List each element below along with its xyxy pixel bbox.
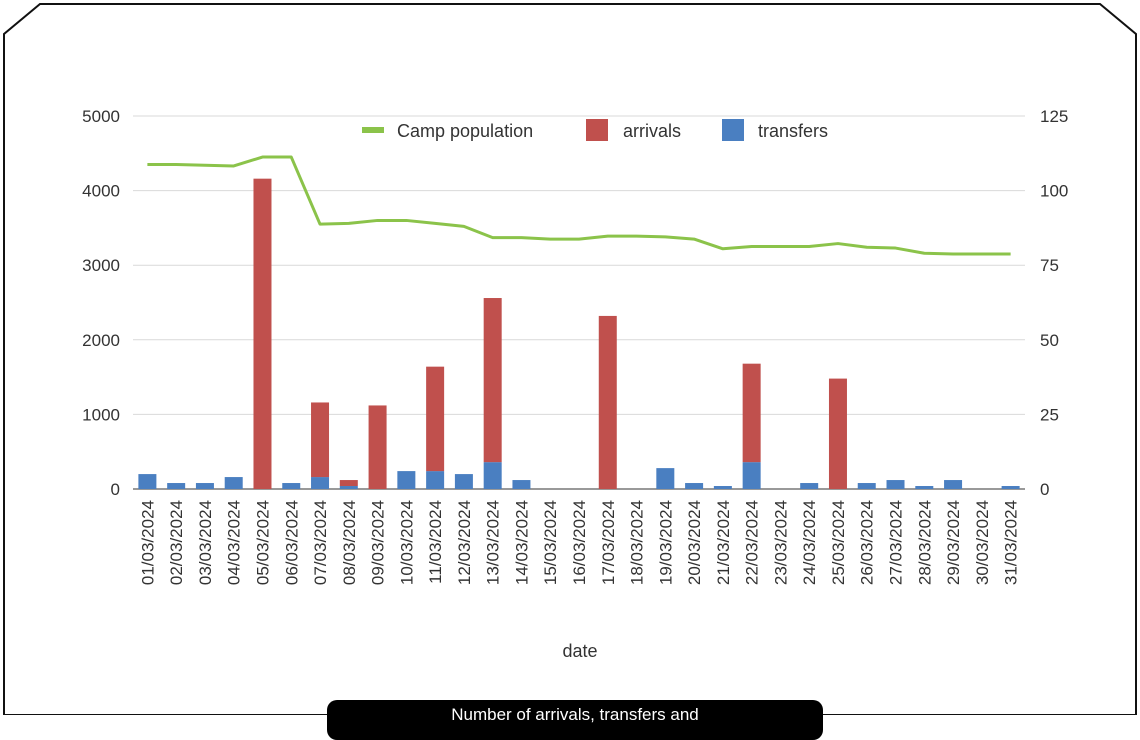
x-tick-label: 13/03/2024: [484, 500, 503, 585]
x-tick-label: 31/03/2024: [1002, 500, 1021, 585]
left-tick-label: 0: [111, 480, 120, 499]
legend-swatch-camp-population: [362, 127, 384, 133]
transfers-bar: [857, 483, 876, 489]
transfers-bar: [224, 477, 243, 489]
transfers-bar: [339, 486, 358, 489]
camp-population-line: [147, 155, 1011, 256]
transfers-bar: [886, 480, 905, 489]
right-tick-label: 75: [1040, 256, 1059, 275]
left-tick-label: 4000: [82, 182, 120, 201]
transfers-bar: [195, 483, 214, 489]
arrivals-bar: [426, 366, 445, 472]
transfers-bar: [426, 471, 445, 489]
x-tick-label: 19/03/2024: [656, 500, 675, 585]
arrivals-bar: [339, 480, 358, 487]
x-tick-label: 12/03/2024: [455, 500, 474, 585]
arrivals-bar: [368, 405, 387, 489]
legend-swatch-transfers: [722, 119, 744, 141]
transfers-bar: [656, 468, 675, 489]
legend-label-transfers: transfers: [758, 121, 828, 141]
arrivals-bar: [828, 378, 847, 489]
bars: [138, 178, 1020, 489]
x-tick-label: 11/03/2024: [426, 500, 445, 584]
right-tick-label: 125: [1040, 107, 1068, 126]
x-tick-label: 23/03/2024: [771, 500, 790, 585]
x-tick-label: 01/03/2024: [138, 500, 157, 585]
caption-banner: Number of arrivals, transfers and: [327, 700, 823, 740]
arrivals-bar: [311, 402, 330, 478]
transfers-bar: [685, 483, 704, 489]
left-tick-label: 3000: [82, 256, 120, 275]
x-tick-label: 02/03/2024: [167, 500, 186, 585]
x-tick-label: 14/03/2024: [512, 500, 531, 585]
right-tick-label: 50: [1040, 331, 1059, 350]
x-tick-label: 10/03/2024: [397, 500, 416, 585]
x-tick-label: 15/03/2024: [541, 500, 560, 585]
population-line: [147, 155, 1011, 256]
transfers-bar: [512, 480, 531, 489]
x-axis: 01/03/2024 02/03/2024 03/03/2024 04/03/2024…: [138, 500, 1020, 585]
legend-label-camp-population: Camp population: [397, 121, 533, 141]
x-axis-title: date: [562, 641, 597, 661]
right-axis: 0 25 50 75 100 125: [1040, 107, 1068, 499]
combo-chart: 0 1000 2000 3000 4000 5000 0 25 50 75 100 125 01/0…: [82, 107, 1068, 661]
x-tick-label: 20/03/2024: [685, 500, 704, 585]
x-tick-label: 18/03/2024: [628, 500, 647, 585]
x-tick-label: 28/03/2024: [915, 500, 934, 585]
transfers-bar: [454, 474, 473, 489]
arrivals-bar: [253, 178, 272, 489]
legend: Camp population arrivals transfers: [362, 119, 828, 141]
x-tick-label: 22/03/2024: [743, 500, 762, 585]
left-tick-label: 2000: [82, 331, 120, 350]
x-tick-label: 27/03/2024: [887, 500, 906, 585]
right-tick-label: 0: [1040, 480, 1049, 499]
transfers-bar: [713, 486, 732, 489]
screenshot-frame: [3, 3, 1137, 715]
x-tick-label: 17/03/2024: [599, 500, 618, 585]
transfers-bar: [944, 480, 963, 489]
x-tick-label: 08/03/2024: [340, 500, 359, 585]
transfers-bar: [742, 462, 761, 489]
arrivals-bar: [598, 315, 617, 489]
right-tick-label: 100: [1040, 182, 1068, 201]
left-axis: 0 1000 2000 3000 4000 5000: [82, 107, 120, 499]
transfers-bar: [311, 477, 330, 489]
transfers-bar: [483, 462, 502, 489]
x-tick-label: 05/03/2024: [253, 500, 272, 585]
x-tick-label: 03/03/2024: [196, 500, 215, 585]
transfers-bar: [167, 483, 186, 489]
transfers-bar: [915, 486, 934, 489]
grid-lines: [133, 115, 1025, 490]
x-tick-label: 26/03/2024: [858, 500, 877, 585]
right-tick-label: 25: [1040, 405, 1059, 424]
transfers-bar: [282, 483, 301, 489]
legend-swatch-arrivals: [586, 119, 608, 141]
legend-label-arrivals: arrivals: [623, 121, 681, 141]
left-tick-label: 5000: [82, 107, 120, 126]
x-tick-label: 21/03/2024: [714, 500, 733, 585]
x-tick-label: 30/03/2024: [973, 500, 992, 585]
x-tick-label: 04/03/2024: [225, 500, 244, 585]
transfers-bar: [1001, 486, 1020, 489]
x-tick-label: 16/03/2024: [570, 500, 589, 585]
x-tick-label: 29/03/2024: [944, 500, 963, 585]
x-tick-label: 25/03/2024: [829, 500, 848, 585]
arrivals-bar: [742, 363, 761, 463]
x-tick-label: 06/03/2024: [282, 500, 301, 585]
x-tick-label: 09/03/2024: [369, 500, 388, 585]
x-tick-label: 07/03/2024: [311, 500, 330, 585]
transfers-bar: [138, 474, 157, 489]
x-tick-label: 24/03/2024: [800, 500, 819, 585]
left-tick-label: 1000: [82, 405, 120, 424]
transfers-bar: [397, 471, 416, 489]
arrivals-bar: [483, 298, 502, 463]
transfers-bar: [800, 483, 819, 489]
